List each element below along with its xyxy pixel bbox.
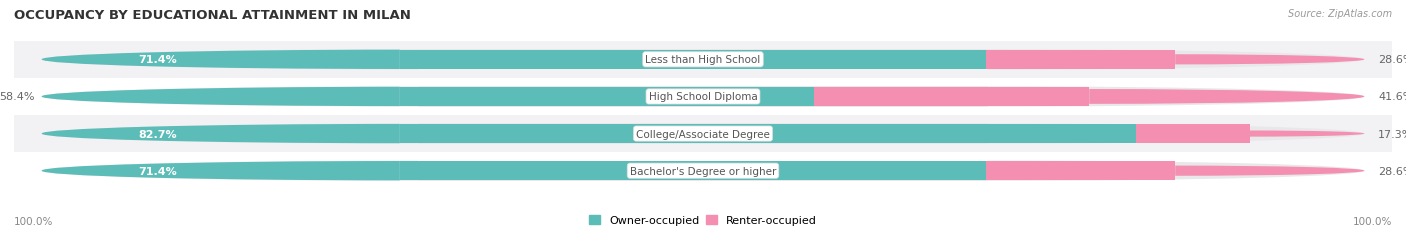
Legend: Owner-occupied, Renter-occupied: Owner-occupied, Renter-occupied — [589, 215, 817, 225]
Text: 28.6%: 28.6% — [1378, 55, 1406, 65]
Bar — [399, 87, 814, 107]
Text: Less than High School: Less than High School — [645, 55, 761, 65]
Bar — [14, 79, 1392, 116]
Wedge shape — [1250, 131, 1364, 137]
Text: 71.4%: 71.4% — [138, 166, 177, 176]
Text: 100.0%: 100.0% — [14, 216, 53, 226]
Wedge shape — [42, 87, 399, 107]
Wedge shape — [1175, 55, 1364, 65]
Wedge shape — [988, 87, 1364, 107]
Bar — [986, 50, 1175, 70]
FancyBboxPatch shape — [418, 50, 988, 70]
Text: 41.6%: 41.6% — [1378, 92, 1406, 102]
Text: 28.6%: 28.6% — [1378, 166, 1406, 176]
Text: 17.3%: 17.3% — [1378, 129, 1406, 139]
Bar — [14, 116, 1392, 152]
Text: Bachelor's Degree or higher: Bachelor's Degree or higher — [630, 166, 776, 176]
Wedge shape — [1175, 166, 1364, 176]
Bar — [14, 42, 1392, 79]
Bar — [399, 161, 986, 181]
Bar — [814, 87, 1090, 107]
Wedge shape — [988, 124, 1364, 144]
Wedge shape — [42, 124, 399, 144]
Bar — [399, 50, 986, 70]
Bar — [399, 124, 1136, 144]
Text: 58.4%: 58.4% — [0, 92, 35, 102]
Wedge shape — [988, 50, 1364, 70]
Text: College/Associate Degree: College/Associate Degree — [636, 129, 770, 139]
Wedge shape — [42, 50, 399, 70]
Text: 100.0%: 100.0% — [1353, 216, 1392, 226]
Wedge shape — [988, 161, 1364, 181]
Wedge shape — [42, 50, 418, 70]
FancyBboxPatch shape — [418, 124, 988, 144]
Text: 71.4%: 71.4% — [138, 55, 177, 65]
Text: 82.7%: 82.7% — [138, 129, 177, 139]
Wedge shape — [42, 161, 418, 181]
Bar — [986, 161, 1175, 181]
Bar — [14, 152, 1392, 189]
Wedge shape — [42, 161, 399, 181]
Bar — [1136, 124, 1250, 144]
Wedge shape — [1090, 90, 1364, 104]
Text: High School Diploma: High School Diploma — [648, 92, 758, 102]
Text: Source: ZipAtlas.com: Source: ZipAtlas.com — [1288, 9, 1392, 19]
Wedge shape — [42, 87, 418, 107]
Wedge shape — [42, 124, 418, 144]
FancyBboxPatch shape — [418, 161, 988, 181]
Text: OCCUPANCY BY EDUCATIONAL ATTAINMENT IN MILAN: OCCUPANCY BY EDUCATIONAL ATTAINMENT IN M… — [14, 9, 411, 22]
FancyBboxPatch shape — [418, 87, 988, 107]
